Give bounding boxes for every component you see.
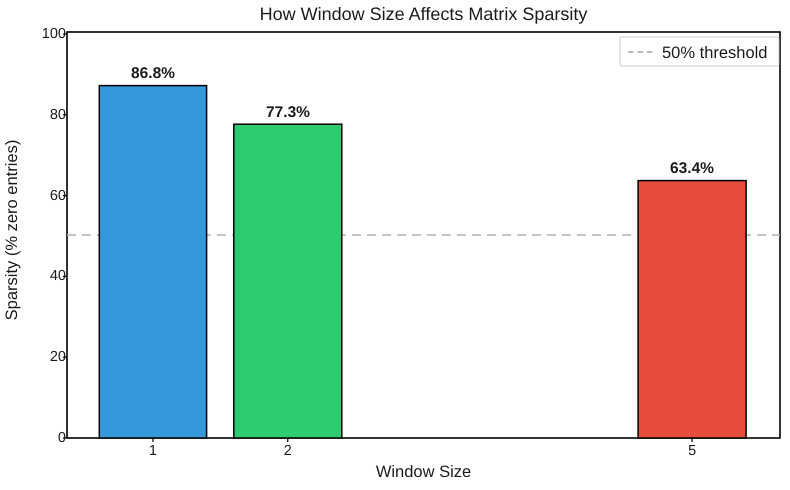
svg-text:50% threshold: 50% threshold <box>662 44 768 62</box>
